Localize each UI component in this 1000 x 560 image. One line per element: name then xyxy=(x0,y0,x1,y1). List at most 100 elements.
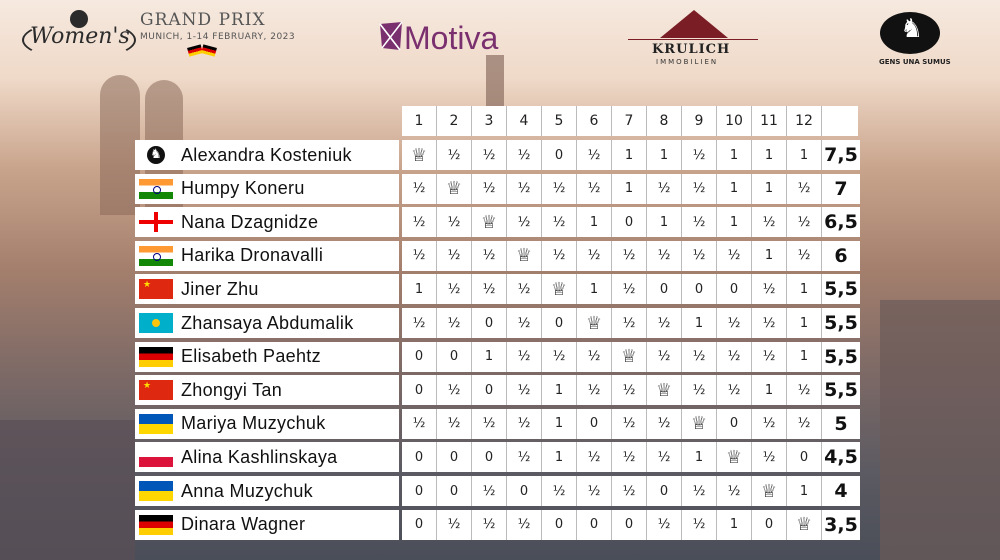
result-cell: ½ xyxy=(612,442,647,473)
queen-icon: ♕ xyxy=(402,140,437,170)
result-cell: 1 xyxy=(577,274,612,305)
germany-flag-icon xyxy=(139,514,173,535)
queen-icon: ♕ xyxy=(577,308,612,338)
result-cell: 0 xyxy=(402,341,437,372)
result-cell: ½ xyxy=(507,173,542,204)
total-score: 7,5 xyxy=(822,140,860,170)
result-cell: 1 xyxy=(787,274,822,305)
result-cell: ½ xyxy=(682,476,717,506)
result-cell: ½ xyxy=(612,308,647,338)
result-cell: ½ xyxy=(647,509,682,540)
result-cell: ½ xyxy=(577,240,612,271)
germany-flag-icon xyxy=(139,346,173,367)
total-score: 6 xyxy=(822,240,860,271)
result-cell: ½ xyxy=(437,140,472,170)
result-cell: ½ xyxy=(437,375,472,406)
result-cell: ½ xyxy=(647,173,682,204)
result-cell: 0 xyxy=(717,408,752,439)
result-cell: ½ xyxy=(752,442,787,473)
result-cell: ½ xyxy=(717,240,752,271)
result-cell: ½ xyxy=(507,207,542,238)
player-name-cell: Zhansaya Abdumalik xyxy=(135,308,399,338)
total-score: 5,5 xyxy=(822,308,860,338)
result-cell: 0 xyxy=(612,509,647,540)
result-cell: 0 xyxy=(612,207,647,238)
round-header-12: 12 xyxy=(787,106,822,136)
background-building-bottomleft xyxy=(0,420,135,560)
result-cell: ½ xyxy=(542,173,577,204)
result-cell: 0 xyxy=(542,308,577,338)
result-cell: ½ xyxy=(612,408,647,439)
result-cell: 1 xyxy=(717,140,752,170)
result-cell: 0 xyxy=(437,442,472,473)
background-spire xyxy=(486,55,504,115)
player-name-cell: Alina Kashlinskaya xyxy=(135,442,399,473)
result-cell: 0 xyxy=(402,509,437,540)
result-cell: 0 xyxy=(472,308,507,338)
queen-icon: ♕ xyxy=(612,341,647,372)
player-name: Zhansaya Abdumalik xyxy=(181,312,354,333)
result-cell: ½ xyxy=(472,509,507,540)
result-cell: 0 xyxy=(577,408,612,439)
result-cell: 0 xyxy=(647,476,682,506)
result-cell: 0 xyxy=(752,509,787,540)
result-cell: 0 xyxy=(402,476,437,506)
grand-prix-subtitle: MUNICH, 1-14 FEBRUARY, 2023 xyxy=(140,32,296,42)
result-cell: 1 xyxy=(752,173,787,204)
result-cell: ½ xyxy=(577,442,612,473)
result-cell: ½ xyxy=(752,274,787,305)
round-header-9: 9 xyxy=(682,106,717,136)
result-cell: ½ xyxy=(577,375,612,406)
result-cell: ½ xyxy=(507,140,542,170)
ukraine-flag-icon xyxy=(139,413,173,434)
krulich-divider xyxy=(628,39,758,40)
womens-logo-swoosh xyxy=(22,20,136,60)
result-cell: ½ xyxy=(507,341,542,372)
motiva-logo-icon xyxy=(379,21,403,51)
round-header-6: 6 xyxy=(577,106,612,136)
result-cell: 0 xyxy=(647,274,682,305)
result-cell: ½ xyxy=(577,173,612,204)
ukraine-flag-icon xyxy=(139,481,173,501)
fide-motto: GENS UNA SUMUS xyxy=(879,58,951,66)
player-name-cell: ★ Zhongyi Tan xyxy=(135,375,399,406)
result-cell: ½ xyxy=(507,442,542,473)
result-cell: ½ xyxy=(717,308,752,338)
result-cell: ½ xyxy=(577,476,612,506)
total-score: 7 xyxy=(822,173,860,204)
player-name-cell: ★ Jiner Zhu xyxy=(135,274,399,305)
player-name-cell: Elisabeth Paehtz xyxy=(135,341,399,372)
result-cell: ½ xyxy=(507,274,542,305)
georgia-flag-icon xyxy=(139,212,173,233)
result-cell: ½ xyxy=(542,341,577,372)
result-cell: ½ xyxy=(472,408,507,439)
krulich-logo: KRULICH xyxy=(652,42,731,57)
round-header-8: 8 xyxy=(647,106,682,136)
result-cell: ½ xyxy=(437,509,472,540)
result-cell: 1 xyxy=(752,140,787,170)
fide-flag-icon: ♞ xyxy=(139,145,173,165)
player-name: Nana Dzagnidze xyxy=(181,211,319,232)
knight-icon: ♞ xyxy=(900,14,924,44)
result-cell: 1 xyxy=(542,408,577,439)
result-cell: ½ xyxy=(612,240,647,271)
result-cell: 0 xyxy=(542,509,577,540)
result-cell: ½ xyxy=(647,408,682,439)
result-cell: ½ xyxy=(402,240,437,271)
result-cell: ½ xyxy=(717,341,752,372)
result-cell: ½ xyxy=(437,207,472,238)
result-cell: ½ xyxy=(787,173,822,204)
result-cell: ½ xyxy=(507,408,542,439)
total-score: 5,5 xyxy=(822,341,860,372)
result-cell: ½ xyxy=(472,240,507,271)
result-cell: ½ xyxy=(577,341,612,372)
result-cell: 1 xyxy=(647,140,682,170)
player-name-cell: Humpy Koneru xyxy=(135,173,399,204)
result-cell: 0 xyxy=(437,476,472,506)
result-cell: ½ xyxy=(717,476,752,506)
total-score: 4 xyxy=(822,476,860,506)
result-cell: 1 xyxy=(787,308,822,338)
result-cell: ½ xyxy=(542,207,577,238)
result-cell: ½ xyxy=(682,173,717,204)
result-cell: ½ xyxy=(402,207,437,238)
